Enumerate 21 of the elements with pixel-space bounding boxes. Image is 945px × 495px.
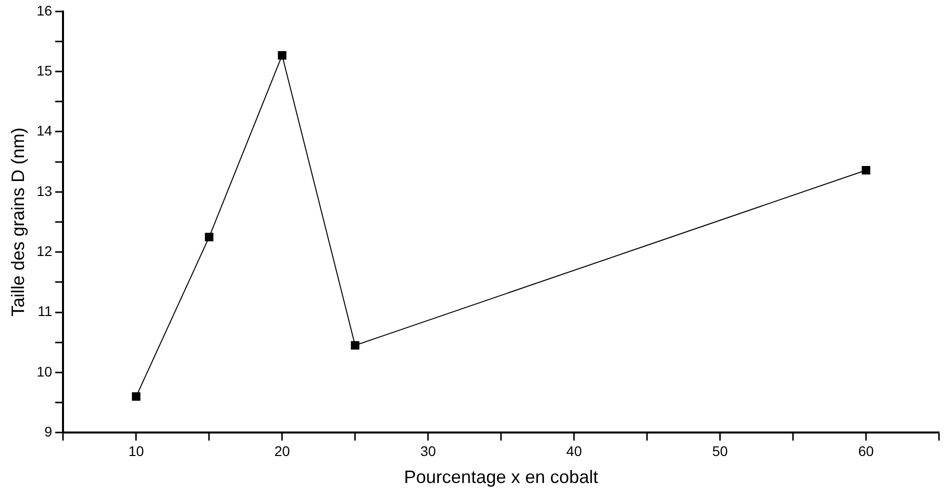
y-tick-label: 13 [36,182,52,199]
point [350,341,360,350]
y-tick-label: 10 [36,363,52,380]
x-axis-title: Pourcentage x en cobalt [404,467,598,488]
point [278,51,286,60]
x-tick-label: 30 [420,442,436,459]
x-tick-label: 40 [566,442,582,459]
y-tick-label: 15 [36,62,52,78]
x-tick-label: 50 [712,442,728,459]
y-axis-title: Taille des grains D (nm) [8,127,28,317]
point [132,392,140,401]
y-tick-label: 11 [38,303,52,320]
y-tick-label: 16 [36,2,52,18]
y-tick-label: 12 [36,242,52,259]
y-tick-label: 9 [44,423,52,440]
x-tick-label: 10 [128,442,144,459]
y-tick-label: 14 [36,122,52,139]
x-tick-label: 20 [274,442,290,459]
x-tick-label: 60 [858,442,874,459]
point [204,232,214,242]
point [862,166,870,174]
